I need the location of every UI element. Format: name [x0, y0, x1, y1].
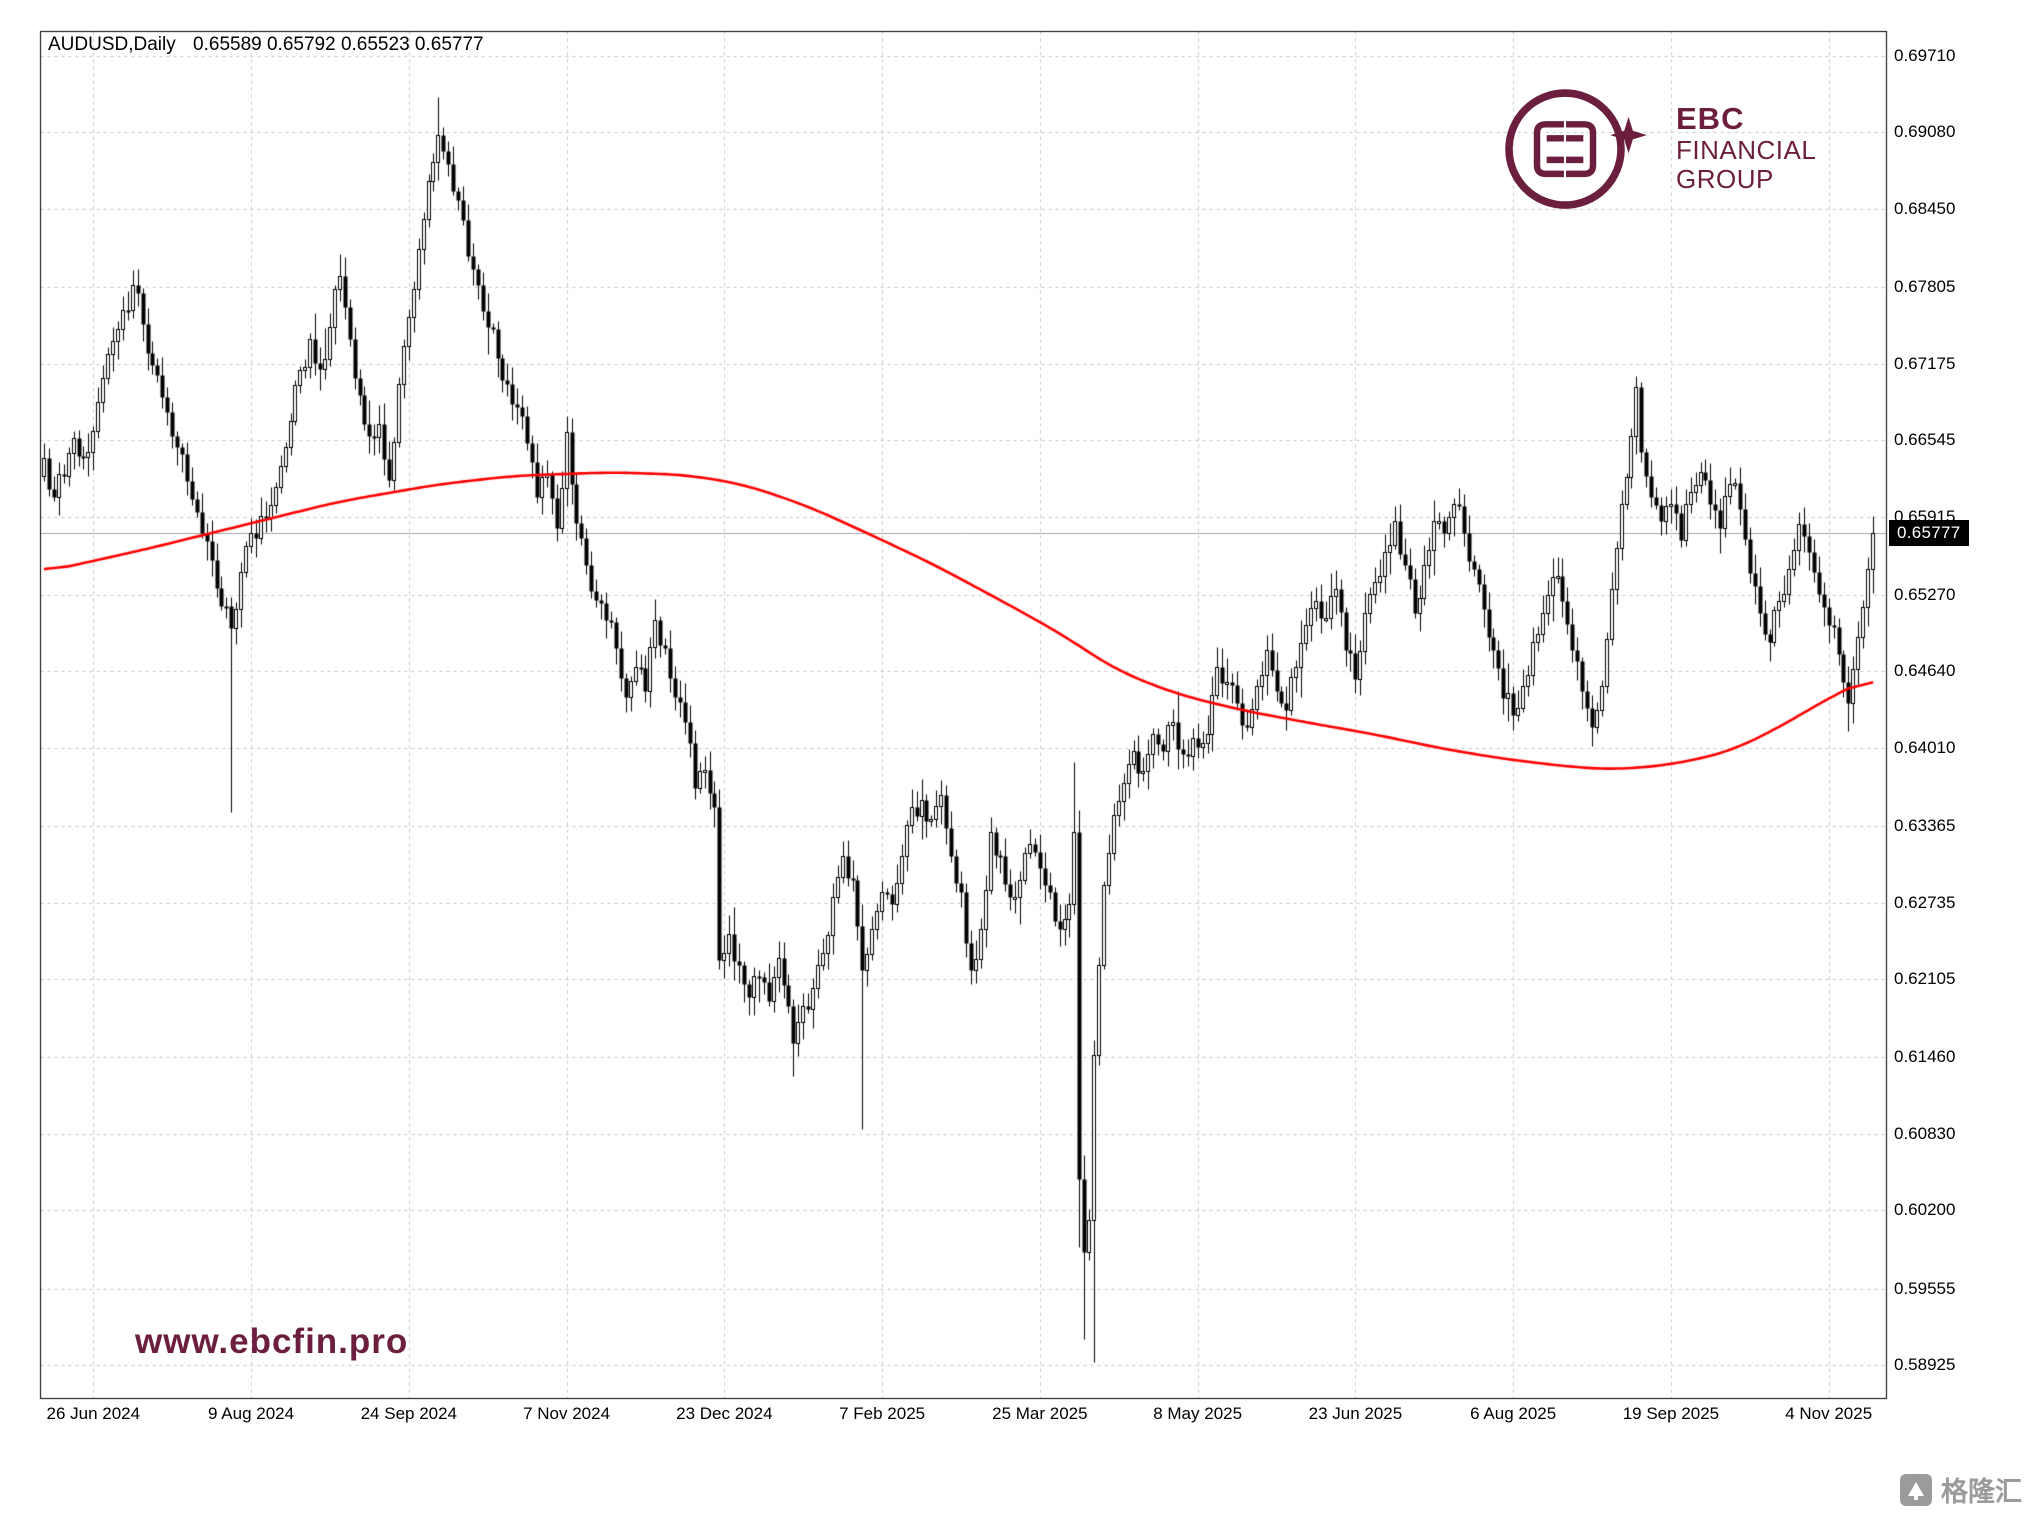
y-axis-label: 0.65270 — [1894, 584, 1956, 604]
y-axis-label: 0.59555 — [1894, 1278, 1956, 1298]
x-axis-label: 6 Aug 2025 — [1470, 1404, 1557, 1423]
x-axis-label: 23 Jun 2025 — [1308, 1404, 1403, 1423]
ebc-logo: EBC FINANCIAL GROUP — [1498, 78, 1816, 218]
gelonghui-label: 格隆汇 — [1941, 1477, 2022, 1507]
y-axis-label: 0.60200 — [1894, 1200, 1956, 1220]
x-axis-label: 9 Aug 2024 — [208, 1404, 295, 1423]
x-axis-label: 19 Sep 2025 — [1622, 1404, 1720, 1423]
logo-title: EBC — [1676, 100, 1745, 136]
x-axis-label: 26 Jun 2024 — [46, 1404, 141, 1423]
y-axis-label: 0.60830 — [1894, 1123, 1956, 1143]
y-axis-label: 0.67175 — [1894, 353, 1956, 373]
y-axis-label: 0.69080 — [1894, 122, 1956, 142]
y-axis-label: 0.58925 — [1894, 1355, 1956, 1374]
x-axis-label: 8 May 2025 — [1153, 1404, 1243, 1423]
logo-subtitle-2: GROUP — [1676, 164, 1774, 195]
logo-subtitle-1: FINANCIAL — [1676, 135, 1817, 166]
y-axis-label: 0.64640 — [1894, 661, 1956, 681]
y-axis-label: 0.61460 — [1894, 1047, 1956, 1067]
y-axis-label: 0.66545 — [1894, 430, 1956, 450]
y-axis-label: 0.67805 — [1894, 277, 1956, 297]
ohlc-values: 0.65589 0.65792 0.65523 0.65777 — [193, 34, 484, 55]
y-axis-label: 0.63365 — [1894, 816, 1956, 836]
y-axis-label: 0.62105 — [1894, 969, 1956, 989]
x-axis-label: 4 Nov 2025 — [1785, 1404, 1873, 1423]
symbol-timeframe-label: AUDUSD,Daily — [48, 34, 176, 55]
x-axis-label: 7 Feb 2025 — [839, 1404, 926, 1423]
symbol-ohlc-line: AUDUSD,Daily 0.65589 0.65792 0.65523 0.6… — [48, 34, 496, 56]
x-axis-label: 25 Mar 2025 — [992, 1404, 1088, 1423]
x-axis-label: 24 Sep 2024 — [360, 1404, 458, 1423]
current-price-badge: 0.65777 — [1889, 520, 1969, 547]
y-axis-label: 0.62735 — [1894, 892, 1956, 912]
y-axis-label: 0.68450 — [1894, 198, 1956, 218]
ebc-logo-icon — [1505, 89, 1647, 209]
x-axis-label: 23 Dec 2024 — [676, 1404, 773, 1423]
y-axis-label: 0.64010 — [1894, 737, 1956, 757]
x-axis-label: 7 Nov 2024 — [523, 1404, 611, 1423]
watermark-url: www.ebcfin.pro — [135, 1322, 409, 1361]
y-axis-label: 0.69710 — [1894, 46, 1956, 65]
gelonghui-logo-icon — [1900, 1473, 1932, 1506]
gelonghui-watermark: 格隆汇 — [1899, 1470, 2022, 1509]
